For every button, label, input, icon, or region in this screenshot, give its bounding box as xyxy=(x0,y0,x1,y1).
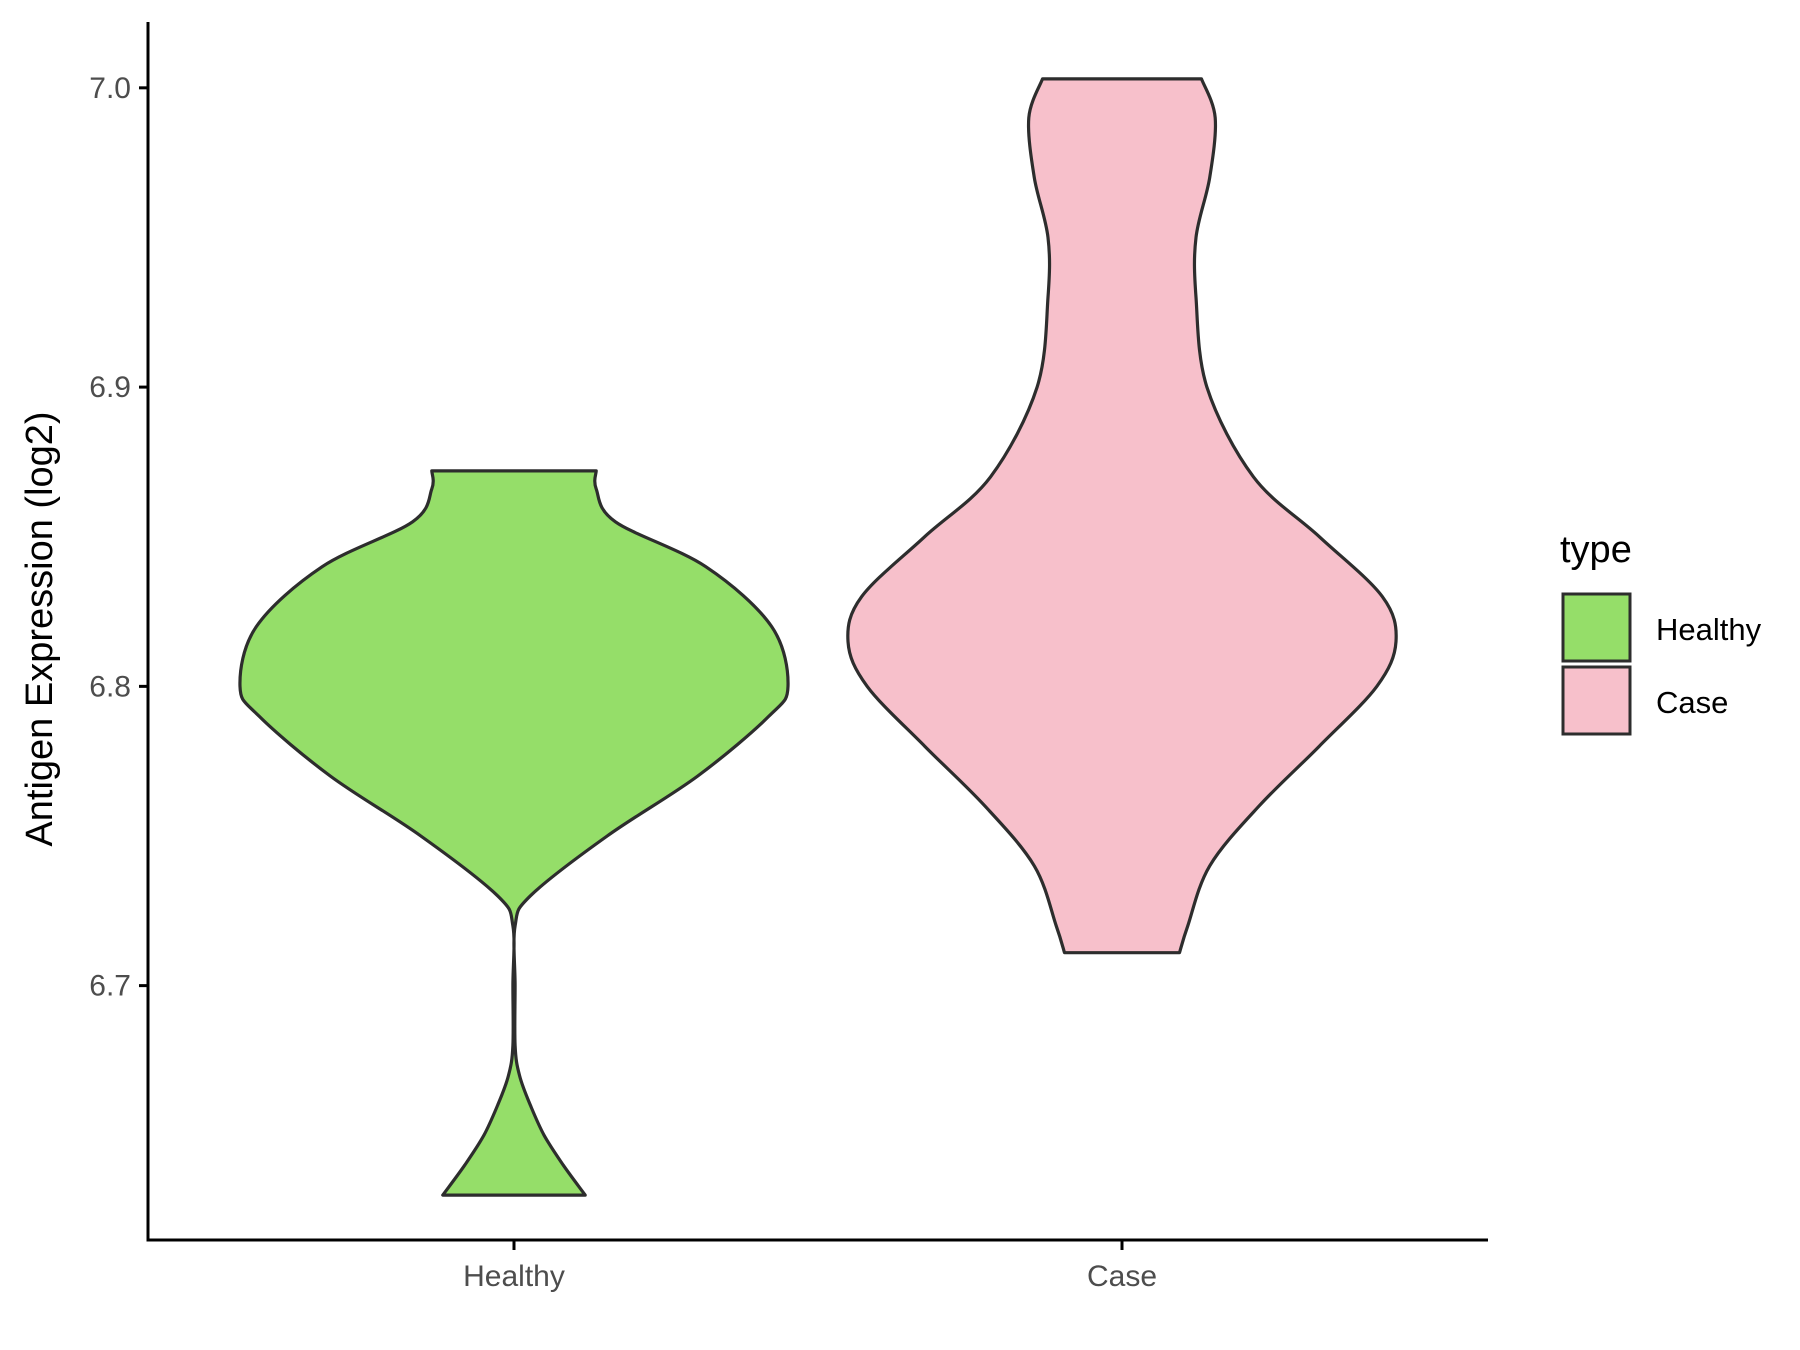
legend-label-case: Case xyxy=(1656,685,1728,720)
violin-case xyxy=(846,77,1398,955)
y-tick-label: 7.0 xyxy=(89,72,131,105)
x-axis-ticks: Healthy Case xyxy=(463,1240,1157,1293)
legend-entry-case: Case xyxy=(1561,665,1728,736)
y-axis-title: Antigen Expression (log2) xyxy=(19,411,61,846)
y-tick-label: 6.9 xyxy=(89,371,131,404)
legend: type Healthy Case xyxy=(1560,529,1762,736)
legend-key-healthy xyxy=(1561,592,1632,663)
x-tick-label-case: Case xyxy=(1087,1260,1157,1293)
y-tick-label: 6.7 xyxy=(89,970,131,1003)
violin-healthy xyxy=(238,469,790,1197)
y-axis-ticks: 6.7 6.8 6.9 7.0 xyxy=(89,72,148,1003)
legend-label-healthy: Healthy xyxy=(1656,612,1762,647)
y-tick-label: 6.8 xyxy=(89,670,131,703)
legend-title: type xyxy=(1560,529,1632,571)
legend-entry-healthy: Healthy xyxy=(1561,592,1762,663)
plot-panel: 6.7 6.8 6.9 7.0 Healthy Case xyxy=(89,22,1488,1293)
x-tick-label-healthy: Healthy xyxy=(463,1260,565,1293)
legend-key-case xyxy=(1561,665,1632,736)
violins-layer xyxy=(238,77,1398,1197)
